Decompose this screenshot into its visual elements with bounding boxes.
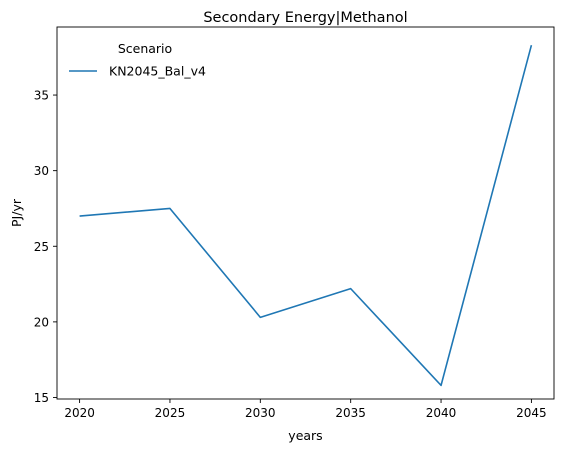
- x-tick-label: 2030: [245, 406, 276, 420]
- x-tick-label: 2045: [516, 406, 547, 420]
- y-tick-label: 30: [34, 164, 49, 178]
- x-tick-label: 2025: [155, 406, 186, 420]
- series-layer: [79, 44, 533, 387]
- series-line: [79, 44, 533, 387]
- x-tick-label: 2040: [426, 406, 457, 420]
- legend-title: Scenario: [118, 41, 172, 56]
- x-tick-label: 2035: [335, 406, 366, 420]
- y-tick-label: 35: [34, 89, 49, 103]
- x-axis: 2020 2025 2030 2035 2040 2045: [64, 399, 547, 420]
- y-axis-label: PJ/yr: [9, 198, 24, 227]
- y-tick-label: 20: [34, 315, 49, 329]
- x-tick-label: 2020: [64, 406, 95, 420]
- y-axis: 15 20 25 30 35: [34, 89, 57, 405]
- plot-area: [56, 26, 555, 400]
- chart-title: Secondary Energy|Methanol: [203, 10, 407, 26]
- legend: Scenario KN2045_Bal_v4: [69, 41, 206, 79]
- y-tick-label: 25: [34, 240, 49, 254]
- y-tick-label: 15: [34, 391, 49, 405]
- legend-label: KN2045_Bal_v4: [109, 64, 206, 79]
- x-axis-label: years: [288, 428, 322, 443]
